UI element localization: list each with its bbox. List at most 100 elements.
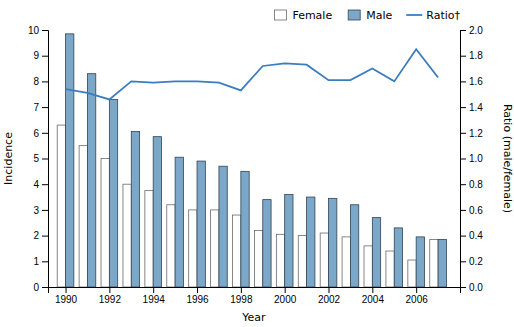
tick-label: 3 <box>33 205 39 216</box>
tick-label: 1992 <box>99 294 122 305</box>
tick-label: 4 <box>33 179 39 190</box>
axis-line <box>42 31 49 288</box>
tick-label: 0.4 <box>469 230 483 241</box>
bar <box>241 171 249 287</box>
tick-mark <box>460 261 466 262</box>
bar <box>123 184 131 287</box>
tick-mark <box>372 287 373 293</box>
tick: 1992 <box>99 287 122 305</box>
tick-mark <box>42 107 48 108</box>
bar <box>197 161 205 287</box>
tick: 0.2 <box>460 256 483 267</box>
tick-label: 2000 <box>274 294 297 305</box>
bar <box>408 260 416 287</box>
tick-label: 8 <box>33 76 39 87</box>
tick-label: 0.6 <box>469 205 483 216</box>
tick-mark <box>42 184 48 185</box>
bar <box>276 234 284 287</box>
bar <box>320 233 328 287</box>
bar <box>57 125 65 287</box>
tick: 2.0 <box>460 25 483 36</box>
tick: 2000 <box>274 287 297 305</box>
legend-label: Female <box>292 9 332 22</box>
tick-mark <box>42 133 48 134</box>
tick-mark <box>460 81 466 82</box>
tick: 0.4 <box>460 230 483 241</box>
tick-mark <box>42 210 48 211</box>
bar <box>131 132 139 287</box>
tick: 2002 <box>318 287 341 305</box>
bar <box>386 251 394 287</box>
tick: 2006 <box>406 287 429 305</box>
tick: 2 <box>33 230 48 241</box>
tick-label: 2006 <box>406 294 429 305</box>
tick-mark <box>42 261 48 262</box>
tick: 1.0 <box>460 153 483 164</box>
bar <box>298 236 306 287</box>
tick-label: 2.0 <box>469 25 483 36</box>
legend-swatch <box>406 14 422 16</box>
tick: 0.8 <box>460 179 483 190</box>
bar <box>219 166 227 287</box>
bar <box>342 237 350 287</box>
tick: 1 <box>33 256 48 267</box>
plot: 1990199219941996199820002002200420060123… <box>28 25 483 305</box>
tick-mark <box>109 287 110 293</box>
bar <box>394 228 402 287</box>
legend-item: Female <box>274 9 332 22</box>
tick: 0 <box>33 282 48 293</box>
tick-label: 1.6 <box>469 76 483 87</box>
tick: 9 <box>33 50 48 61</box>
bar <box>416 237 424 287</box>
legend-swatch <box>348 10 360 20</box>
bar <box>109 99 117 287</box>
tick: 1.2 <box>460 128 483 139</box>
tick-mark <box>42 81 48 82</box>
tick: 1994 <box>143 287 166 305</box>
y-axis: 012345678910 <box>28 25 49 293</box>
legend-swatch <box>274 10 286 20</box>
tick-mark <box>329 287 330 293</box>
tick: 1.8 <box>460 50 483 61</box>
tick-mark <box>153 287 154 293</box>
tick-label: 6 <box>33 128 39 139</box>
bar <box>145 191 153 287</box>
bar <box>329 198 337 287</box>
tick-label: 1996 <box>186 294 209 305</box>
tick-label: 10 <box>28 25 40 36</box>
tick-mark <box>42 159 48 160</box>
tick-label: 2 <box>33 230 39 241</box>
bar <box>101 159 109 288</box>
legend-item: Ratio† <box>406 9 460 22</box>
tick-mark <box>460 159 466 160</box>
bar <box>87 74 95 287</box>
bar <box>254 230 262 287</box>
tick: 10 <box>28 25 48 36</box>
chart: 1990199219941996199820002002200420060123… <box>0 0 514 327</box>
tick-mark <box>197 287 198 293</box>
bar <box>307 197 315 287</box>
tick-mark <box>460 184 466 185</box>
line <box>66 49 439 99</box>
tick-label: 1.0 <box>469 153 483 164</box>
axis-line <box>461 31 467 288</box>
bar <box>167 205 175 287</box>
axis-line <box>49 288 461 294</box>
legend-label: Ratio† <box>426 9 460 22</box>
tick-mark <box>460 56 466 57</box>
tick-label: 2002 <box>318 294 341 305</box>
tick-mark <box>42 30 48 31</box>
bar <box>430 239 438 287</box>
tick-label: 1994 <box>143 294 166 305</box>
tick-label: 1.8 <box>469 50 483 61</box>
tick: 1998 <box>230 287 253 305</box>
tick-mark <box>42 236 48 237</box>
tick-label: 1990 <box>55 294 78 305</box>
tick-mark <box>460 236 466 237</box>
tick-label: 5 <box>33 153 39 164</box>
bar <box>438 239 446 287</box>
tick: 5 <box>33 153 48 164</box>
bar-series <box>66 34 447 287</box>
tick-mark <box>241 287 242 293</box>
tick-label: 0.2 <box>469 256 483 267</box>
